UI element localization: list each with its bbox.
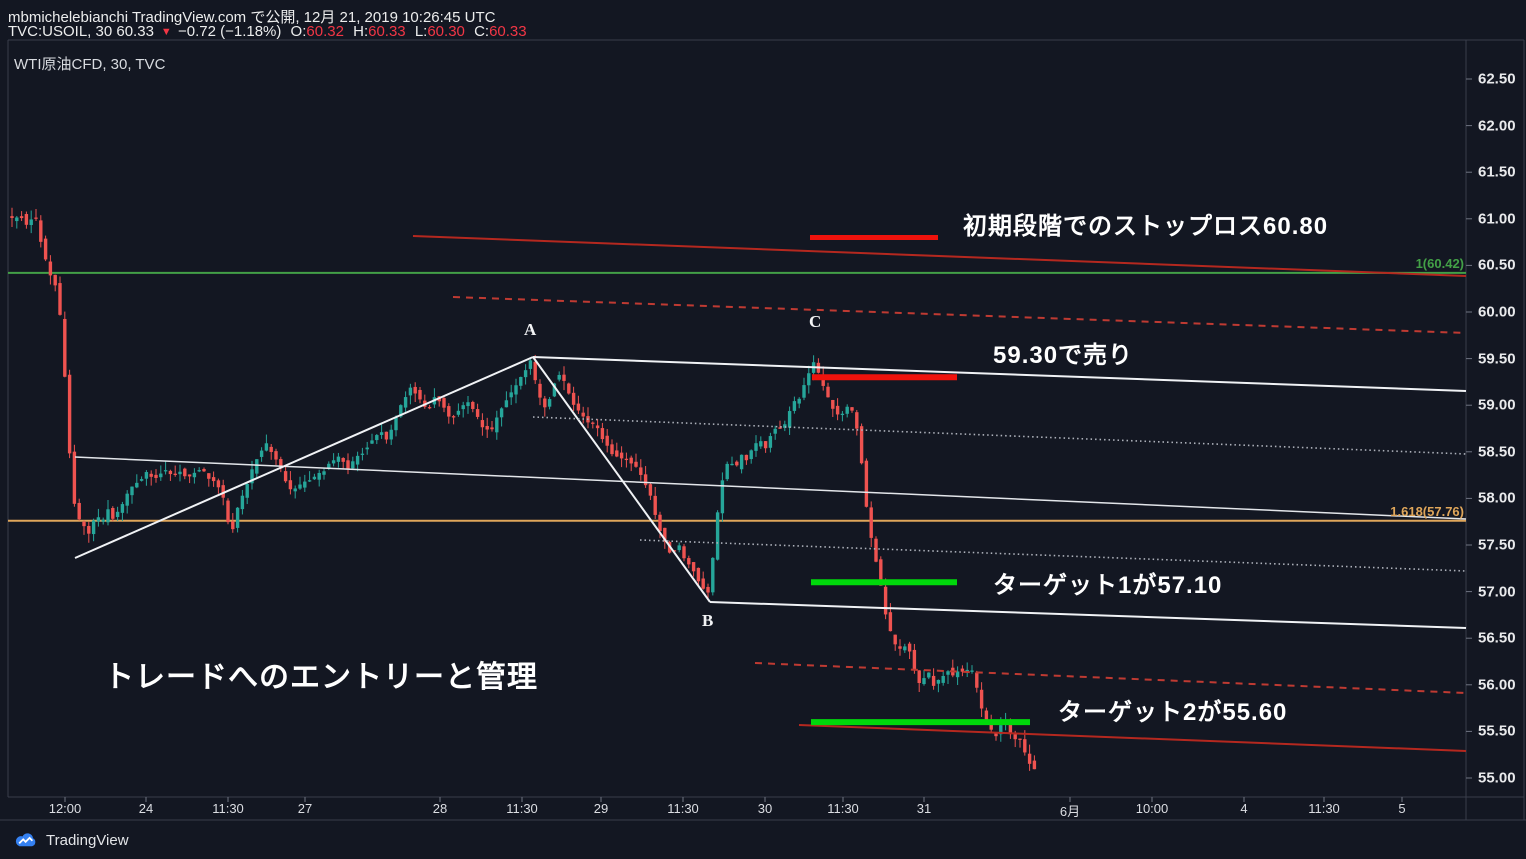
time-axis-label: 11:30 bbox=[212, 801, 244, 816]
channel-bottom-line bbox=[709, 601, 1467, 629]
upper-dashed-trendline bbox=[452, 296, 1467, 334]
wave-A: A bbox=[524, 320, 537, 339]
price-axis-label: 59.50 bbox=[1478, 350, 1516, 368]
upper-quarter-dotted-line bbox=[532, 416, 1467, 455]
time-axis-label: 6月 bbox=[1059, 804, 1081, 819]
median-line bbox=[74, 456, 1467, 520]
time-axis-label: 11:30 bbox=[1308, 801, 1340, 816]
lower-dashed-trendline bbox=[754, 662, 1467, 694]
lower-trendline bbox=[798, 724, 1467, 752]
time-axis-label: 29 bbox=[593, 801, 609, 816]
target2-label: ターゲット2が55.60 bbox=[1058, 699, 1288, 726]
lower-quarter-dotted-line bbox=[639, 539, 1467, 572]
open-value: O:60.32 bbox=[290, 23, 344, 40]
price-axis-label: 56.00 bbox=[1478, 676, 1516, 694]
price-axis-label: 57.00 bbox=[1478, 583, 1516, 601]
ascending-trendline bbox=[74, 356, 534, 559]
time-axis-label: 31 bbox=[916, 801, 932, 816]
chart-legend: WTI原油CFD, 30, TVC bbox=[14, 56, 166, 73]
down-triangle-icon: ▼ bbox=[160, 26, 172, 38]
price-axis-label: 55.50 bbox=[1478, 722, 1516, 740]
sell-label: 59.30で売り bbox=[993, 342, 1134, 369]
wave-C: C bbox=[809, 312, 822, 331]
fib-level-1-label: 1(60.42) bbox=[1415, 255, 1464, 271]
close-value: C:60.33 bbox=[474, 23, 527, 40]
price-axis-label: 60.00 bbox=[1478, 303, 1516, 321]
channel-top-line bbox=[532, 356, 1467, 392]
price-axis-label: 62.50 bbox=[1478, 70, 1516, 88]
symbol-info-bar: TVC:USOIL, 30 60.33 ▼ −0.72 (−1.18%) O:60… bbox=[8, 23, 532, 40]
price-axis-label: 61.00 bbox=[1478, 210, 1516, 228]
price-axis-label: 62.00 bbox=[1478, 117, 1516, 135]
time-axis-label: 11:30 bbox=[827, 801, 859, 816]
high-value: H:60.33 bbox=[353, 23, 406, 40]
time-axis-label: 11:30 bbox=[667, 801, 699, 816]
price-axis-label: 55.00 bbox=[1478, 769, 1516, 787]
fib-level-1618-label: 1.618(57.76) bbox=[1390, 503, 1464, 519]
time-axis-label: 4 bbox=[1240, 801, 1248, 816]
price-axis-label: 58.00 bbox=[1478, 489, 1516, 507]
price-change: −0.72 (−1.18%) bbox=[177, 23, 282, 40]
stop-loss-trendline bbox=[412, 235, 1467, 277]
tradingview-logo-icon[interactable] bbox=[14, 832, 38, 849]
entry-note-label: トレードへのエントリーと管理 bbox=[104, 661, 538, 694]
wave-B: B bbox=[702, 611, 714, 630]
time-axis-label: 30 bbox=[757, 801, 773, 816]
publish-info: mbmichelebianchi TradingView.com で公開, 12… bbox=[8, 9, 496, 26]
price-axis-label: 60.50 bbox=[1478, 256, 1516, 274]
candlestick-series bbox=[10, 207, 1037, 771]
time-axis-label: 10:00 bbox=[1135, 801, 1169, 816]
time-axis[interactable]: 12:00 24 11:30 27 28 11:30 29 11:30 30 11:30 31 6月 1… bbox=[8, 797, 1466, 820]
time-axis-label: 27 bbox=[297, 801, 313, 816]
time-axis-label: 11:30 bbox=[506, 801, 538, 816]
price-axis-label: 57.50 bbox=[1478, 536, 1516, 554]
low-value: L:60.30 bbox=[414, 23, 465, 40]
stop-loss-label: 初期段階でのストップロス60.80 bbox=[963, 213, 1329, 240]
time-axis-label: 5 bbox=[1398, 801, 1406, 816]
a-to-b-line bbox=[532, 356, 711, 603]
tradingview-brand: TradingView bbox=[46, 831, 129, 849]
symbol-ticker: TVC:USOIL, 30 60.33 bbox=[8, 23, 154, 40]
price-axis-label: 58.50 bbox=[1478, 443, 1516, 461]
price-axis-label: 56.50 bbox=[1478, 629, 1516, 647]
time-axis-label: 24 bbox=[138, 801, 154, 816]
price-axis-label: 59.00 bbox=[1478, 396, 1516, 414]
footer: TradingView bbox=[14, 826, 129, 854]
target1-label: ターゲット1が57.10 bbox=[993, 572, 1223, 599]
price-axis-label: 61.50 bbox=[1478, 163, 1516, 181]
price-axis[interactable]: 62.50 62.00 61.50 61.00 60.50 60.00 59.50 59.00… bbox=[1466, 40, 1524, 820]
time-axis-label: 28 bbox=[432, 801, 448, 816]
time-axis-label: 12:00 bbox=[48, 801, 82, 816]
